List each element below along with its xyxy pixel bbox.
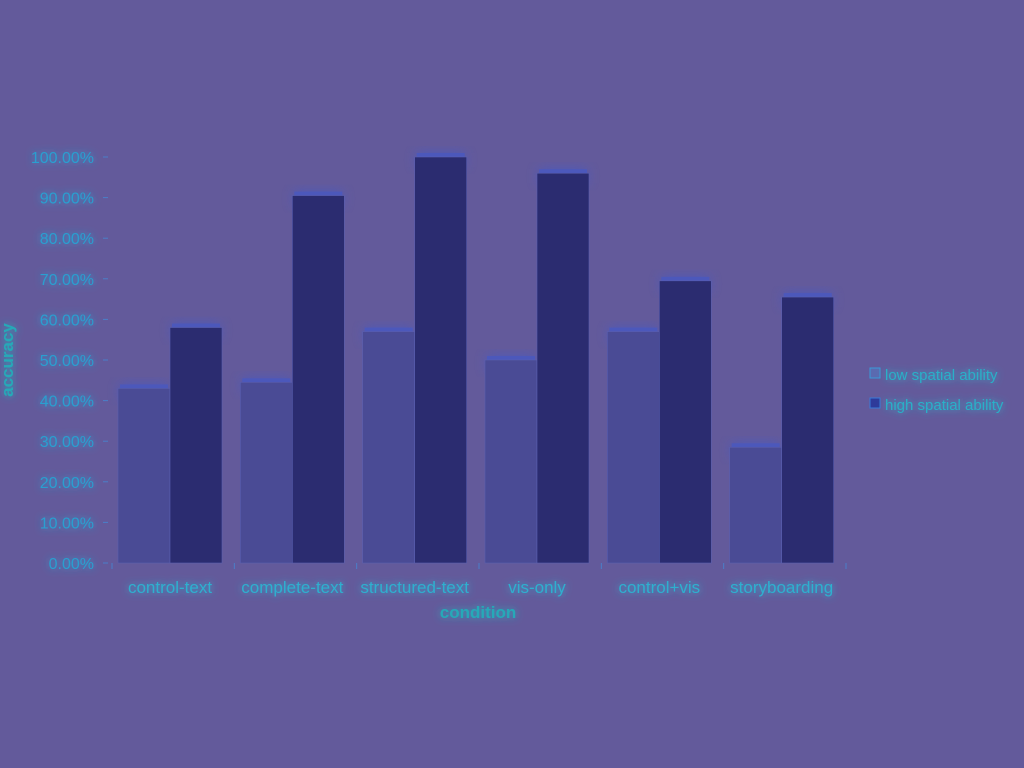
y-tick-label: 40.00% bbox=[40, 394, 94, 411]
bar-low-storyboarding bbox=[729, 446, 782, 564]
x-tick-label: complete-text bbox=[241, 578, 343, 597]
x-tick-label: structured-text bbox=[360, 578, 469, 597]
legend-label-high: high spatial ability bbox=[885, 397, 1004, 414]
bar-low-vis-only bbox=[484, 359, 538, 564]
x-tick-label: control+vis bbox=[618, 578, 700, 597]
x-tick-label: storyboarding bbox=[730, 578, 833, 597]
bar-low-control-vis bbox=[607, 331, 660, 564]
legend: low spatial ability high spatial ability bbox=[869, 367, 1004, 414]
y-tick-label: 100.00% bbox=[31, 150, 94, 167]
y-tick-label: 10.00% bbox=[40, 515, 94, 532]
y-tick-label: 50.00% bbox=[40, 353, 94, 370]
y-tick-label: 20.00% bbox=[40, 475, 94, 492]
bar-low-structured-text bbox=[362, 331, 415, 564]
legend-swatch-low bbox=[869, 367, 881, 379]
y-tick-label: 0.00% bbox=[49, 556, 94, 573]
legend-swatch-high bbox=[869, 397, 881, 409]
bar-high-structured-text bbox=[414, 156, 467, 564]
x-axis-title: condition bbox=[440, 603, 516, 622]
legend-label-low: low spatial ability bbox=[885, 367, 998, 384]
bar-low-control-text bbox=[117, 388, 171, 564]
bar-high-vis-only bbox=[536, 172, 590, 564]
bar-high-storyboarding bbox=[781, 296, 834, 564]
x-tick-label: vis-only bbox=[508, 578, 566, 597]
bar-low-complete-text bbox=[240, 382, 293, 564]
y-tick-label: 80.00% bbox=[40, 231, 94, 248]
y-tick-label: 70.00% bbox=[40, 272, 94, 289]
y-tick-label: 90.00% bbox=[40, 191, 94, 208]
x-tick-label: control-text bbox=[128, 578, 212, 597]
y-tick-label: 60.00% bbox=[40, 312, 94, 329]
bar-high-control-vis bbox=[659, 280, 712, 564]
bar-high-control-text bbox=[169, 327, 223, 564]
y-tick-label: 30.00% bbox=[40, 434, 94, 451]
y-axis-title: accuracy bbox=[0, 323, 17, 397]
bar-high-complete-text bbox=[292, 195, 345, 564]
